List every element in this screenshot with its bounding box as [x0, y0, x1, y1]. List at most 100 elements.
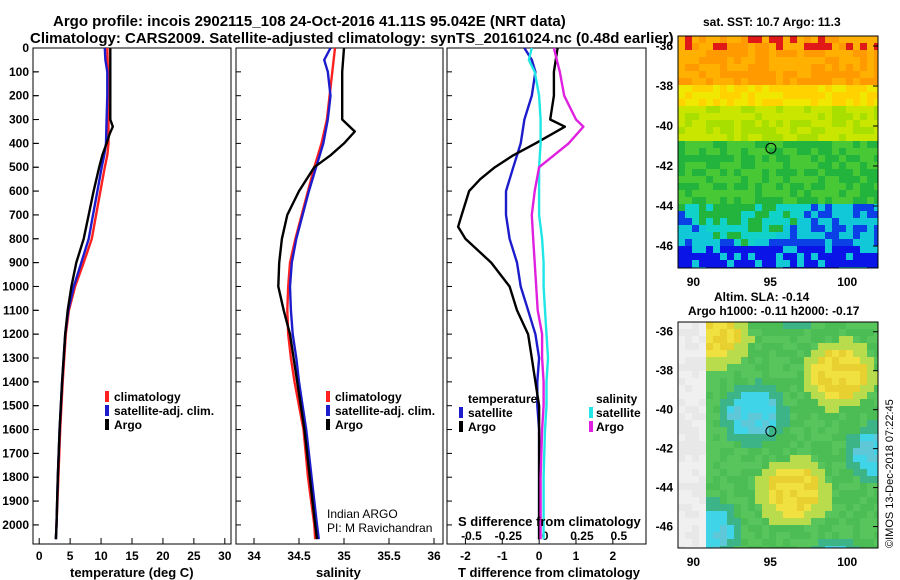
map-cell	[874, 336, 878, 343]
map-cell	[790, 85, 797, 92]
map-cell	[748, 246, 755, 253]
map-cell	[783, 322, 790, 329]
map-cell	[741, 357, 748, 364]
map-cell	[797, 141, 804, 148]
map-cell	[741, 546, 748, 548]
map-cell	[762, 134, 769, 141]
map-cell	[832, 239, 839, 246]
map-cell	[811, 399, 818, 406]
map-cell	[853, 183, 860, 190]
map-cell	[797, 85, 804, 92]
map-cell	[692, 371, 699, 378]
map-cell	[706, 218, 713, 225]
map-cell	[860, 343, 867, 350]
map-cell	[853, 204, 860, 211]
map-cell	[720, 497, 727, 504]
series-line-climatology	[54, 47, 110, 540]
map-cell	[776, 392, 783, 399]
map-cell	[783, 385, 790, 392]
map-cell	[818, 546, 825, 548]
map-cell	[853, 532, 860, 539]
map-cell	[839, 85, 846, 92]
map-cell	[734, 357, 741, 364]
map-cell	[685, 469, 692, 476]
map-cell	[797, 336, 804, 343]
map-cell	[678, 420, 685, 427]
map-cell	[727, 497, 734, 504]
map-cell	[874, 155, 878, 162]
map-cell	[867, 99, 874, 106]
map-cell	[692, 106, 699, 113]
map-cell	[832, 448, 839, 455]
map-cell	[860, 50, 867, 57]
map-cell	[846, 364, 853, 371]
map-cell	[783, 78, 790, 85]
map-cell	[825, 162, 832, 169]
map-cell	[853, 92, 860, 99]
map-cell	[790, 434, 797, 441]
map-cell	[839, 371, 846, 378]
salinity-legend: climatology satellite-adj. clim. Argo In…	[326, 390, 435, 535]
map-cell	[762, 420, 769, 427]
map-cell	[860, 336, 867, 343]
map-cell	[769, 497, 776, 504]
map-cell	[860, 197, 867, 204]
map-cell	[846, 211, 853, 218]
map-cell	[685, 232, 692, 239]
map-cell	[762, 343, 769, 350]
map-cell	[720, 99, 727, 106]
map-cell	[755, 329, 762, 336]
map-cell	[839, 99, 846, 106]
map-cell	[853, 211, 860, 218]
lon-tick-label: 100	[837, 555, 857, 569]
map-cell	[804, 378, 811, 385]
map-cell	[706, 176, 713, 183]
map-cell	[818, 120, 825, 127]
map-cell	[713, 106, 720, 113]
map-cell	[741, 162, 748, 169]
map-cell	[776, 539, 783, 546]
map-cell	[825, 490, 832, 497]
map-cell	[874, 392, 878, 399]
legend-swatch-argo	[105, 419, 109, 430]
map-cell	[706, 329, 713, 336]
depth-tick-label: 1300	[2, 351, 29, 365]
map-cell	[734, 413, 741, 420]
map-cell	[811, 176, 818, 183]
map-cell	[874, 36, 878, 43]
map-cell	[832, 343, 839, 350]
legend-label-s-satellite: satellite	[596, 406, 641, 420]
map-cell	[755, 434, 762, 441]
map-cell	[811, 504, 818, 511]
map-cell	[685, 518, 692, 525]
map-cell	[706, 36, 713, 43]
map-cell	[769, 476, 776, 483]
map-cell	[699, 371, 706, 378]
map-cell	[734, 490, 741, 497]
map-cell	[839, 50, 846, 57]
map-cell	[783, 246, 790, 253]
map-cell	[797, 476, 804, 483]
map-cell	[846, 36, 853, 43]
map-cell	[867, 434, 874, 441]
map-cell	[832, 36, 839, 43]
map-cell	[832, 511, 839, 518]
lat-tick-label: -40	[656, 119, 674, 133]
map-cell	[797, 546, 804, 548]
map-cell	[748, 455, 755, 462]
map-cell	[713, 469, 720, 476]
map-cell	[818, 329, 825, 336]
map-cell	[748, 211, 755, 218]
map-cell	[769, 441, 776, 448]
map-cell	[797, 50, 804, 57]
map-cell	[713, 99, 720, 106]
map-cell	[734, 329, 741, 336]
salinity-chart: 34 34.5 35 35.5 36	[236, 47, 441, 563]
map-cell	[762, 148, 769, 155]
map-cell	[678, 197, 685, 204]
map-cell	[762, 518, 769, 525]
map-cell	[783, 197, 790, 204]
map-cell	[720, 260, 727, 267]
map-cell	[797, 322, 804, 329]
x-tick-label: 35.5	[377, 549, 401, 563]
